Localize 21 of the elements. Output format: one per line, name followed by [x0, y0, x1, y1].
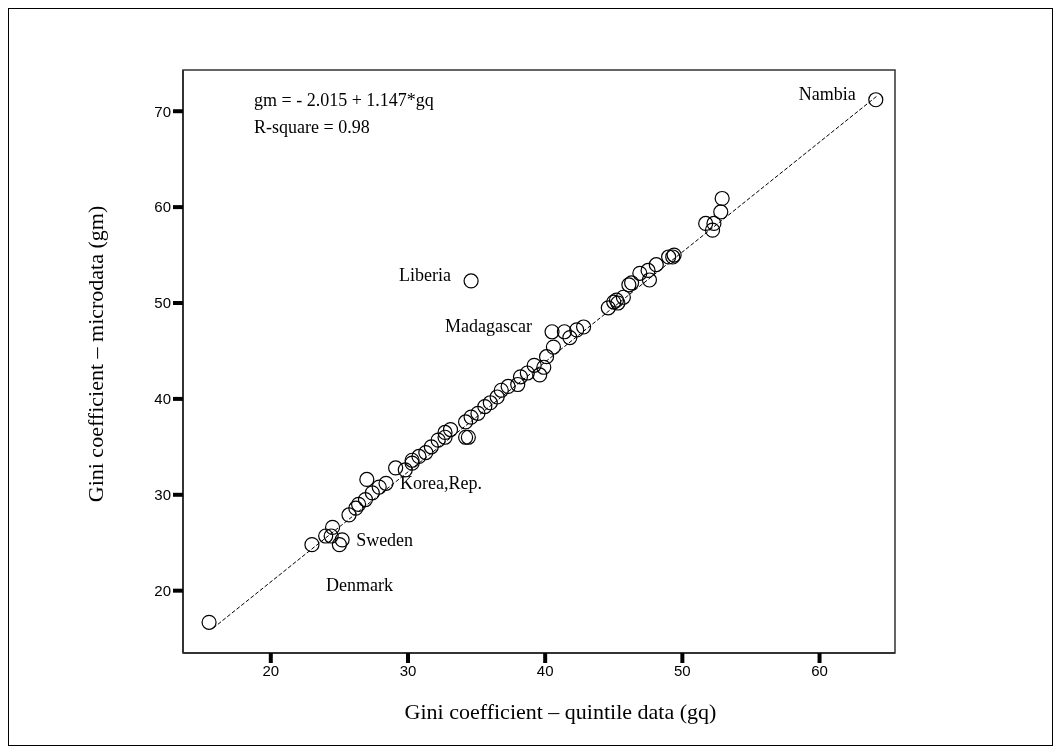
x-axis-title: Gini coefficient – quintile data (gq)	[403, 699, 718, 725]
x-tick-label: 50	[674, 661, 691, 679]
y-tick-label: 50	[154, 294, 171, 312]
annotation: R-square = 0.98	[254, 116, 371, 139]
annotation: Madagascar	[445, 315, 533, 336]
x-tick-label: 40	[536, 661, 554, 679]
annotation: Nambia	[798, 83, 856, 104]
y-tick-label: 60	[154, 198, 171, 216]
y-tick-label: 30	[154, 486, 171, 504]
x-tick-label: 30	[399, 661, 417, 679]
x-tick-label: 60	[811, 661, 828, 679]
y-tick-label: 40	[154, 390, 171, 408]
annotation: Denmark	[325, 574, 393, 595]
y-tick-label: 70	[154, 102, 171, 120]
x-tick-label: 20	[262, 661, 280, 679]
y-axis-title: Gini coefficient – microdata (gm)	[83, 205, 109, 503]
annotation: Sweden	[356, 529, 414, 550]
annotation: Liberia	[399, 264, 452, 285]
annotation: gm = - 2.015 + 1.147*gq	[254, 89, 434, 112]
y-tick-label: 20	[154, 582, 171, 599]
annotation: Korea,Rep.	[400, 473, 483, 494]
